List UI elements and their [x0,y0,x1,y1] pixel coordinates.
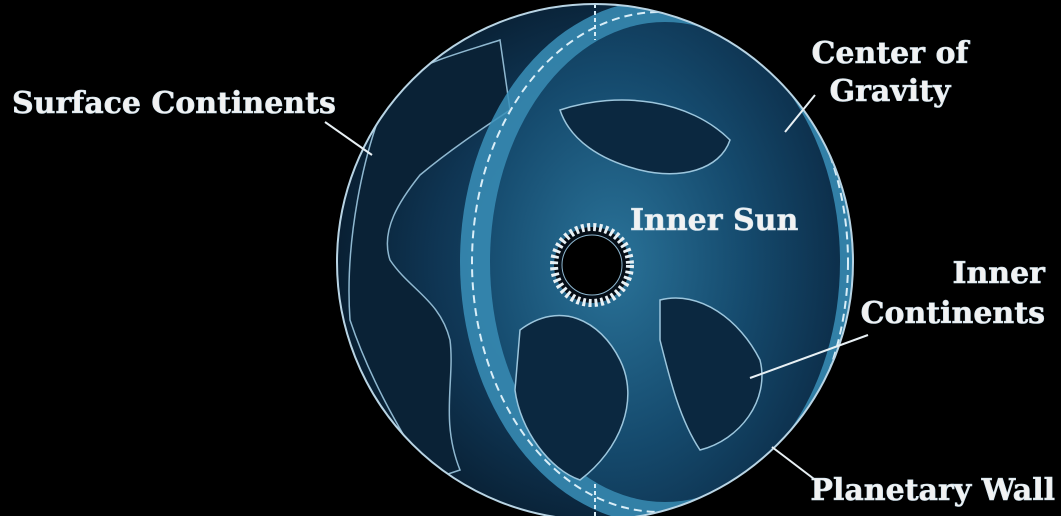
label: Gravity [830,74,953,109]
label: Surface Continents [12,86,336,121]
inner-sun-core [562,235,622,295]
diagram: Surface Continents Center of Gravity Inn… [0,0,1061,516]
label: Center of [812,36,971,71]
label: Inner Sun [630,203,798,238]
label: Planetary Wall [810,473,1055,508]
label: Continents [861,296,1045,331]
label: Inner [952,256,1046,291]
page: Surface Continents Center of Gravity Inn… [0,0,1061,516]
